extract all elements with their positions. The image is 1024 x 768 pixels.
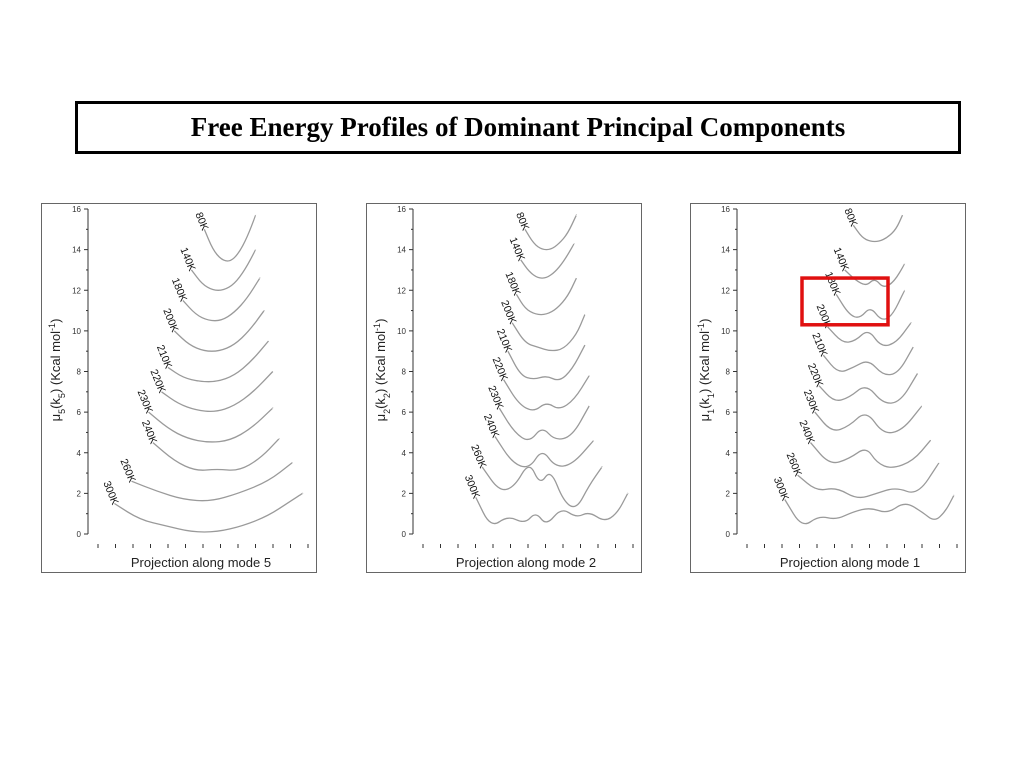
y-axis-label-part: (k (697, 398, 712, 409)
chart-panel-mode-1: 0 2 4 6 8 10 12 14 16 Projection along mode 1 μ1(k… (690, 203, 966, 573)
y-axis-label-part: μ (697, 414, 712, 422)
y-axis-label-part: μ (373, 414, 388, 422)
y-axis-label-part: ) (Kcal mol (697, 331, 712, 393)
series-line-260K (131, 462, 293, 502)
y-axis-label: μ1(k1) (Kcal mol-1) (696, 319, 716, 422)
series-line-300K (475, 492, 629, 525)
y-axis-label: μ2(k2) (Kcal mol-1) (372, 319, 392, 422)
y-tick-label: 12 (721, 286, 730, 295)
x-axis-label: Projection along mode 2 (456, 555, 596, 570)
y-tick-label: 16 (721, 205, 730, 214)
series-line-140K (190, 248, 257, 291)
series-line-180K (515, 277, 577, 316)
y-tick-label: 2 (726, 489, 731, 498)
series-line-210K (167, 340, 269, 383)
x-axis-label: Projection along mode 5 (131, 555, 271, 570)
series-line-260K (797, 462, 940, 499)
y-axis-label-part: ) (697, 319, 712, 323)
y-axis-label-part: 1 (706, 409, 716, 414)
y-axis-label-part: μ (48, 414, 63, 422)
y-tick-label: 12 (397, 286, 406, 295)
series-line-210K (822, 346, 914, 376)
series-line-140K (520, 242, 575, 279)
y-axis-label-part: 2 (382, 409, 392, 414)
y-tick-label: 6 (77, 408, 82, 417)
y-tick-label: 14 (397, 246, 406, 255)
y-tick-label: 16 (397, 205, 406, 214)
y-axis-label-part: ) (48, 319, 63, 323)
y-tick-label: 0 (402, 530, 407, 539)
series-line-200K (511, 314, 586, 352)
series-line-140K (844, 263, 906, 287)
series-line-200K (827, 322, 912, 347)
series-line-200K (173, 309, 265, 352)
y-axis-label-part: 2 (382, 393, 392, 398)
y-tick-label: 10 (721, 327, 730, 336)
y-tick-label: 4 (726, 449, 731, 458)
y-axis-label-part: ) (373, 319, 388, 323)
y-tick-label: 0 (77, 530, 82, 539)
chart-panel-mode-5: 0 2 4 6 8 10 12 14 16 Projection along mode 5 μ5(k… (41, 203, 317, 573)
series-line-240K (152, 437, 280, 471)
panel-frame (690, 203, 966, 573)
y-axis-label-part: -1 (696, 323, 706, 331)
series-line-220K (818, 373, 919, 404)
series-line-180K (835, 290, 906, 320)
y-axis-label-part: ) (Kcal mol (48, 331, 63, 393)
y-axis-label-part: -1 (372, 323, 382, 331)
series-line-180K (182, 277, 261, 322)
y-tick-label: 14 (72, 246, 81, 255)
y-tick-label: 16 (72, 205, 81, 214)
slide-title: Free Energy Profiles of Dominant Princip… (190, 112, 846, 142)
y-tick-label: 14 (721, 246, 730, 255)
title-box: Free Energy Profiles of Dominant Princip… (75, 101, 961, 154)
x-axis-label: Projection along mode 1 (780, 555, 920, 570)
y-tick-label: 12 (72, 286, 81, 295)
y-tick-label: 6 (726, 408, 731, 417)
series-line-80K (203, 214, 257, 262)
y-axis-label: μ5(k5) (Kcal mol-1) (47, 319, 67, 422)
y-axis-label-part: -1 (47, 323, 57, 331)
series-line-300K (114, 492, 304, 533)
panel-frame (41, 203, 317, 573)
series-line-230K (148, 407, 274, 443)
series-line-220K (503, 375, 590, 411)
y-tick-label: 0 (726, 530, 731, 539)
series-line-240K (810, 439, 931, 468)
series-line-230K (498, 405, 590, 441)
y-tick-label: 4 (77, 449, 82, 458)
y-tick-label: 8 (77, 368, 82, 377)
y-tick-label: 4 (402, 449, 407, 458)
series-line-230K (814, 405, 923, 434)
y-axis-label-part: (k (48, 398, 63, 409)
y-tick-label: 2 (402, 489, 407, 498)
series-line-80K (852, 214, 904, 243)
y-axis-label-part: 5 (57, 409, 67, 414)
y-tick-label: 6 (402, 408, 407, 417)
y-tick-label: 8 (402, 368, 407, 377)
series-line-260K (481, 466, 603, 508)
series-line-80K (524, 214, 578, 251)
y-axis-label-part: 1 (706, 393, 716, 398)
panel-frame (366, 203, 642, 573)
y-axis-label-part: (k (373, 398, 388, 409)
y-tick-label: 10 (72, 327, 81, 336)
highlight-box (800, 276, 890, 327)
y-axis-label-part: ) (Kcal mol (373, 331, 388, 393)
series-line-210K (507, 344, 586, 381)
series-line-220K (161, 371, 274, 412)
y-tick-label: 10 (397, 327, 406, 336)
series-line-300K (784, 494, 955, 525)
y-tick-label: 8 (726, 368, 731, 377)
y-axis-label-part: 5 (57, 393, 67, 398)
series-line-240K (494, 436, 595, 468)
chart-panel-mode-2: 0 2 4 6 8 10 12 14 16 Projection along mode 2 μ2(k… (366, 203, 642, 573)
y-tick-label: 2 (77, 489, 82, 498)
